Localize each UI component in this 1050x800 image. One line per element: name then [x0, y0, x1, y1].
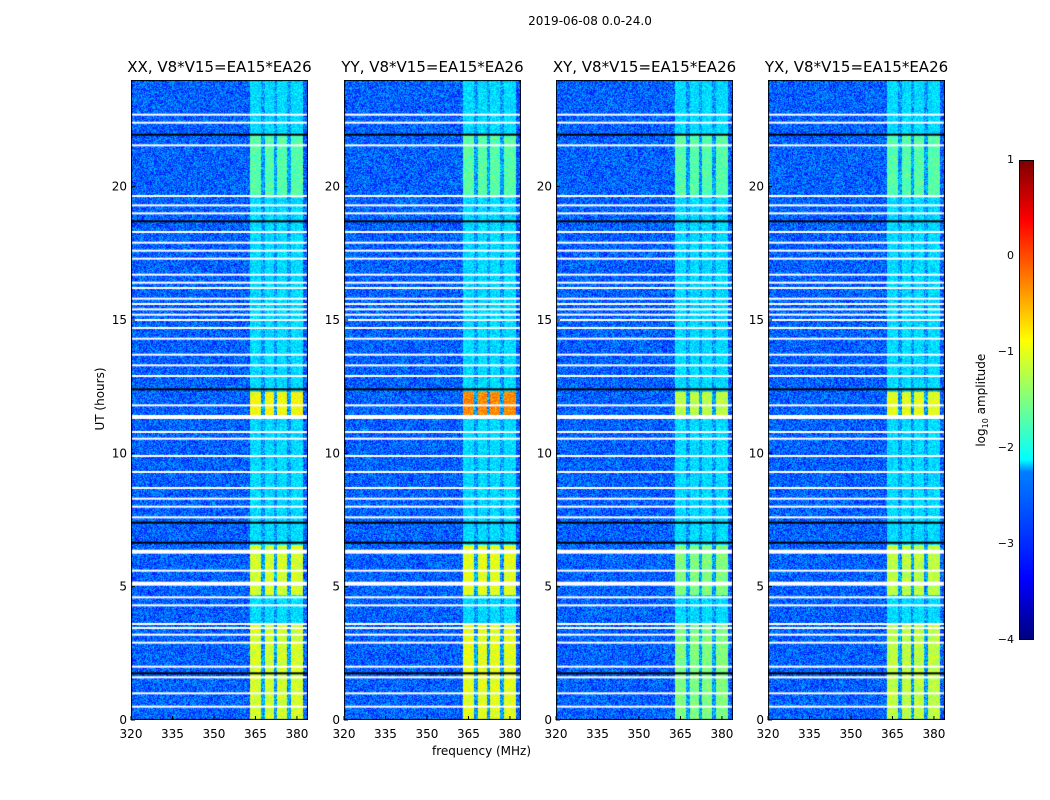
y-tick-label: 5 — [119, 580, 127, 594]
spectrogram-image — [556, 80, 733, 720]
x-tick-label: 320 — [757, 727, 780, 741]
axes: 320 335 350 365 380 0 5 10 15 20 — [325, 180, 522, 741]
colorbar-tick-label: 1 — [1007, 153, 1014, 166]
y-tick-label: 0 — [119, 713, 127, 727]
y-tick-label: 10 — [749, 446, 764, 460]
y-tick-label: 20 — [325, 180, 340, 194]
axes: 320 335 350 365 380 0 5 10 15 20 — [537, 180, 734, 741]
y-tick-label: 0 — [544, 713, 552, 727]
x-tick-label: 350 — [840, 727, 863, 741]
spectrogram-image — [768, 80, 945, 720]
panel-title: XX, V8*V15=EA15*EA26 — [127, 58, 312, 76]
x-axis-label: frequency (MHz) — [432, 744, 532, 758]
x-tick-label: 320 — [120, 727, 143, 741]
y-tick-label: 10 — [537, 446, 552, 460]
colorbar-tick-label: −1 — [997, 345, 1014, 358]
x-tick-label: 380 — [922, 727, 945, 741]
colorbar-tick-label: −2 — [997, 441, 1014, 454]
x-tick-label: 365 — [244, 727, 267, 741]
y-tick-label: 10 — [112, 446, 127, 460]
colorbar — [1019, 160, 1034, 640]
colorbar-tick-label: −4 — [997, 633, 1014, 646]
x-tick-label: 380 — [710, 727, 733, 741]
figure-title: 2019-06-08 0.0-24.0 — [528, 14, 652, 28]
x-tick-label: 335 — [374, 727, 397, 741]
y-tick-label: 10 — [325, 446, 340, 460]
y-tick-label: 15 — [325, 313, 340, 327]
x-tick-label: 380 — [498, 727, 521, 741]
y-tick-label: 20 — [112, 180, 127, 194]
y-tick-label: 0 — [332, 713, 340, 727]
spectrogram-panel: XY, V8*V15=EA15*EA26 320 335 350 365 380 0 5 10 1… — [537, 58, 736, 741]
x-tick-label: 365 — [457, 727, 480, 741]
colorbar-tick-label: 0 — [1007, 249, 1014, 262]
x-tick-label: 335 — [161, 727, 184, 741]
axes: 320 335 350 365 380 0 5 10 15 20 — [749, 180, 946, 741]
x-tick-label: 335 — [798, 727, 821, 741]
panel-title: XY, V8*V15=EA15*EA26 — [552, 58, 737, 76]
spectrogram-image — [131, 80, 308, 720]
spectrogram-panel: YY, V8*V15=EA15*EA26 320 335 350 365 380 0 5 10 1… — [325, 58, 524, 741]
y-tick-label: 0 — [756, 713, 764, 727]
y-tick-label: 15 — [112, 313, 127, 327]
x-tick-label: 350 — [628, 727, 651, 741]
y-tick-label: 15 — [537, 313, 552, 327]
x-tick-label: 320 — [333, 727, 356, 741]
y-tick-label: 5 — [756, 580, 764, 594]
y-tick-label: 5 — [332, 580, 340, 594]
spectrogram-panel: XX, V8*V15=EA15*EA26 320 335 350 365 380 0 5 10 1… — [112, 58, 312, 741]
panel-title: YX, V8*V15=EA15*EA26 — [764, 58, 949, 76]
x-tick-label: 365 — [881, 727, 904, 741]
x-tick-label: 335 — [586, 727, 609, 741]
spectrogram-image — [344, 80, 521, 720]
y-tick-label: 5 — [544, 580, 552, 594]
spectrogram-panel: YX, V8*V15=EA15*EA26 320 335 350 365 380 0 5 10 1… — [749, 58, 948, 741]
y-tick-label: 20 — [537, 180, 552, 194]
axes: 320 335 350 365 380 0 5 10 15 20 — [112, 180, 309, 741]
panel-title: YY, V8*V15=EA15*EA26 — [341, 58, 524, 76]
x-tick-label: 380 — [285, 727, 308, 741]
x-tick-label: 320 — [545, 727, 568, 741]
colorbar-tick-label: −3 — [997, 537, 1014, 550]
y-tick-label: 20 — [749, 180, 764, 194]
y-tick-label: 15 — [749, 313, 764, 327]
y-axis-label: UT (hours) — [93, 367, 107, 431]
colorbar-label: log10 amplitude — [973, 353, 991, 447]
x-tick-label: 350 — [203, 727, 226, 741]
x-tick-label: 350 — [416, 727, 439, 741]
x-tick-label: 365 — [669, 727, 692, 741]
